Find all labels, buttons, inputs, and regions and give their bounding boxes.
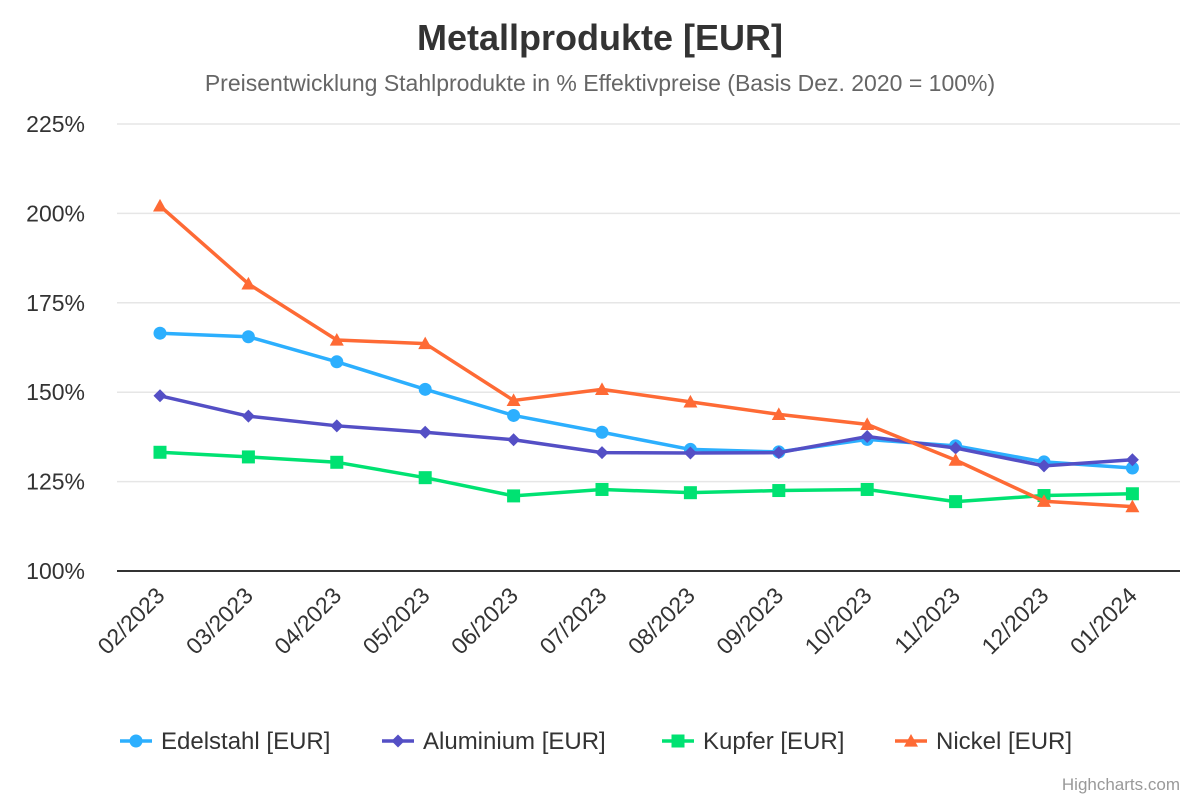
legend-item[interactable]: Kupfer [EUR] [662, 728, 844, 755]
x-tick-label: 03/2023 [181, 582, 258, 659]
data-point[interactable] [506, 393, 521, 407]
data-point[interactable] [330, 455, 344, 469]
x-tick-label: 04/2023 [269, 582, 346, 659]
legend-label: Edelstahl [EUR] [161, 728, 330, 755]
y-tick-label: 200% [26, 200, 85, 226]
credits-link[interactable]: Highcharts.com [1062, 775, 1180, 794]
legend-label: Nickel [EUR] [936, 728, 1072, 755]
data-point[interactable] [329, 332, 344, 346]
x-tick-label: 06/2023 [446, 582, 523, 659]
data-point[interactable] [1125, 499, 1140, 513]
series-2 [153, 445, 1139, 509]
data-point[interactable] [153, 198, 167, 212]
x-tick-label: 11/2023 [889, 582, 965, 658]
data-point[interactable] [1125, 453, 1139, 467]
data-point[interactable] [949, 495, 963, 509]
data-point[interactable] [418, 336, 433, 350]
data-point[interactable] [772, 484, 786, 498]
legend-item[interactable]: Nickel [EUR] [895, 728, 1072, 755]
legend-marker-swatch [391, 734, 405, 748]
chart-title: Metallprodukte [EUR] [417, 17, 783, 58]
data-point[interactable] [595, 425, 609, 439]
x-tick-label: 07/2023 [534, 582, 611, 659]
data-point[interactable] [153, 389, 167, 403]
x-tick-label: 09/2023 [711, 582, 788, 659]
data-point[interactable] [153, 326, 167, 340]
data-point[interactable] [241, 276, 256, 290]
data-point[interactable] [1125, 461, 1139, 475]
series-line[interactable] [158, 204, 1135, 509]
data-point[interactable] [683, 486, 697, 500]
legend-item[interactable]: Edelstahl [EUR] [120, 728, 330, 755]
y-tick-label: 100% [26, 558, 85, 584]
series-line[interactable] [158, 331, 1135, 470]
data-point[interactable] [771, 407, 786, 420]
legend-label: Aluminium [EUR] [423, 728, 606, 755]
data-point[interactable] [595, 446, 609, 460]
data-point[interactable] [860, 482, 874, 496]
legend: Edelstahl [EUR] Aluminium [EUR] Kupfer [EU… [120, 728, 1072, 755]
series-1 [153, 389, 1139, 473]
data-point[interactable] [1037, 494, 1051, 507]
y-tick-label: 225% [26, 111, 85, 137]
y-tick-label: 150% [26, 379, 85, 405]
data-point[interactable] [1037, 459, 1051, 473]
legend-marker-swatch [671, 734, 685, 748]
data-point[interactable] [241, 450, 255, 464]
data-point[interactable] [683, 446, 697, 460]
x-tick-label: 10/2023 [800, 582, 877, 659]
x-tick-label: 08/2023 [623, 582, 700, 659]
data-point[interactable] [330, 355, 344, 369]
legend-marker-swatch [129, 734, 143, 748]
chart-subtitle: Preisentwicklung Stahlprodukte in % Effe… [205, 70, 995, 96]
legend-marker-swatch [904, 734, 918, 747]
data-point[interactable] [772, 446, 786, 460]
x-tick-label: 05/2023 [358, 582, 435, 659]
data-point[interactable] [153, 445, 167, 459]
data-point[interactable] [241, 409, 255, 423]
x-tick-label: 01/2024 [1065, 582, 1142, 659]
data-point[interactable] [241, 330, 255, 344]
data-point[interactable] [507, 489, 521, 503]
y-tick-label: 125% [26, 469, 85, 495]
series-group [153, 198, 1140, 513]
legend-label: Kupfer [EUR] [703, 728, 844, 755]
data-point[interactable] [330, 419, 344, 433]
x-axis-labels: 02/2023 03/2023 04/2023 05/2023 06/2023 07/20… [92, 582, 1142, 659]
data-point[interactable] [418, 382, 432, 396]
data-point[interactable] [595, 482, 609, 496]
data-point[interactable] [860, 417, 875, 430]
data-point[interactable] [1125, 487, 1139, 501]
series-line[interactable] [158, 450, 1135, 504]
y-tick-label: 175% [26, 290, 85, 316]
grid-lines [117, 123, 1180, 572]
data-point[interactable] [595, 382, 609, 395]
data-point[interactable] [683, 394, 698, 408]
data-point[interactable] [948, 453, 963, 466]
x-tick-label: 02/2023 [92, 582, 169, 659]
data-point[interactable] [418, 471, 432, 485]
data-point[interactable] [507, 433, 521, 447]
y-axis-labels: 100% 125% 150% 175% 200% 225% [26, 111, 85, 584]
data-point[interactable] [507, 408, 521, 422]
series-line[interactable] [158, 394, 1135, 468]
data-point[interactable] [418, 425, 432, 439]
data-point[interactable] [860, 430, 874, 444]
data-point[interactable] [949, 441, 963, 455]
series-3 [153, 198, 1140, 513]
series-0 [153, 326, 1139, 475]
legend-item[interactable]: Aluminium [EUR] [382, 728, 606, 755]
x-tick-label: 12/2023 [976, 582, 1053, 659]
